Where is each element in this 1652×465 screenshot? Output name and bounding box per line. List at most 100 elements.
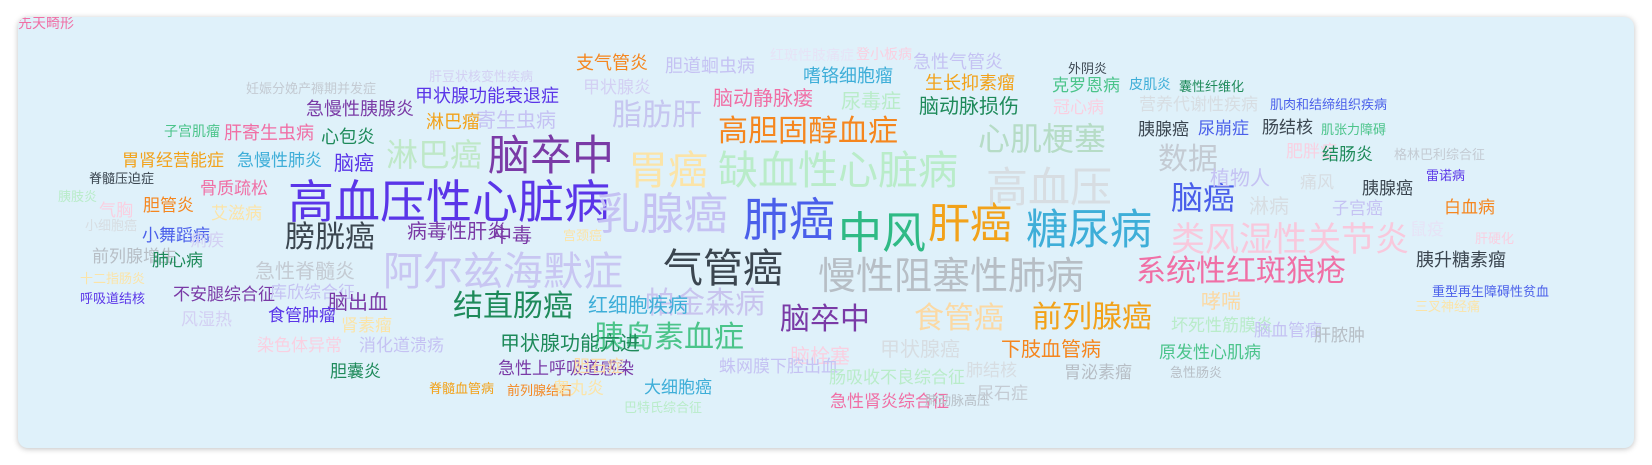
word-cloud-term: 脑动静脉瘘 [713, 86, 813, 110]
word-cloud-term: 类风湿性关节炎 [1171, 220, 1409, 260]
word-cloud-term: 脑动脉损伤 [919, 94, 1019, 118]
word-cloud-term: 胆石症 [573, 357, 624, 377]
word-cloud-term: 急慢性肺炎 [237, 151, 322, 171]
word-cloud-term: 骨质疏松 [200, 179, 268, 199]
word-cloud-term: 小舞蹈病 [142, 226, 210, 246]
word-cloud-term: 肌肉和结缔组织疾病 [1270, 98, 1388, 113]
word-cloud-term: 帕金森病 [645, 286, 765, 321]
word-cloud-term: 胰升糖素瘤 [1416, 250, 1506, 271]
word-cloud-term: 肺动脉高压 [925, 394, 991, 409]
word-cloud-term: 高血压 [986, 163, 1113, 212]
word-cloud-term: 甲状腺功能亢进 [500, 331, 640, 355]
word-cloud-term: 乳腺癌 [596, 189, 728, 240]
word-cloud-term: 营养代谢性疾病 [1139, 95, 1258, 115]
word-cloud-term: 原发性心肌病 [1159, 343, 1261, 363]
word-cloud-term: 系统性红斑狼疮 [1136, 254, 1346, 289]
word-cloud-term: 脑癌 [334, 151, 374, 175]
word-cloud-term: 脑癌 [1171, 179, 1236, 217]
word-cloud-term: 支气管炎 [576, 53, 648, 74]
word-cloud-term: 格林巴利综合征 [1394, 148, 1486, 163]
word-cloud-term: 妊娠分娩产褥期并发症 [246, 82, 377, 97]
word-cloud-term: 胃癌 [628, 148, 708, 194]
word-cloud-term: 高血压性心脏病 [288, 175, 610, 229]
word-cloud-term: 淋巴癌 [386, 136, 483, 174]
word-cloud-term: 数据 [1158, 142, 1218, 177]
word-cloud-term: 心肌梗塞 [978, 120, 1107, 158]
word-cloud-term: 三叉神经痛 [1415, 300, 1481, 315]
word-cloud-term: 风湿热 [181, 310, 232, 330]
word-cloud-term: 肝癌 [928, 199, 1013, 248]
word-cloud-term: 雷诺病 [1426, 169, 1466, 184]
word-cloud-term: 前列腺癌 [1032, 300, 1152, 335]
word-cloud-term: 甲状腺功能衰退症 [415, 86, 559, 107]
word-cloud-term: 肾素瘤 [341, 316, 392, 336]
word-cloud-panel: 高血压性心脏病 乳腺癌 肺癌 中风 肝癌 糖尿病 缺血性心脏病 高血压 脑卒中 胃癌 阿尔兹海默症气… [18, 17, 1634, 448]
word-cloud-term: 肝脓肿 [1314, 326, 1365, 346]
word-cloud-term: 急性肾炎综合征 [830, 392, 949, 412]
word-cloud-term: 甲状腺炎 [583, 78, 651, 98]
word-cloud-term: 寄生虫病 [476, 108, 556, 132]
word-cloud-term: 气胸 [99, 201, 133, 221]
word-cloud-term: 脑卒中 [488, 131, 615, 180]
word-cloud-term: 红细胞疾病 [588, 293, 688, 317]
word-cloud-term: 脑栓塞 [790, 344, 850, 368]
word-cloud-term: 糖尿病 [1026, 205, 1153, 254]
word-cloud-term: 胆道蛔虫病 [665, 56, 755, 77]
word-cloud-term: 胃肾经营能症 [122, 151, 224, 171]
word-cloud-term: 鼠疫 [1410, 220, 1444, 240]
word-cloud-term: 肥胖症 [1286, 142, 1337, 162]
word-cloud-term: 不安腿综合征 [173, 285, 275, 305]
word-cloud-term: 肠吸收不良综合征 [829, 368, 965, 388]
word-cloud-term: 巴特氏综合征 [624, 401, 703, 416]
word-cloud-term: 肝硬化 [1475, 232, 1515, 247]
word-cloud-term: 子宫肌瘤 [164, 124, 220, 140]
word-cloud-term: 前列腺结石 [507, 384, 573, 399]
word-cloud-term: 大细胞癌 [644, 378, 712, 398]
word-cloud-term: 急慢性胰腺炎 [306, 99, 414, 120]
word-cloud-term: 尿毒症 [841, 89, 901, 113]
word-cloud-term: 高胆固醇血症 [718, 114, 898, 149]
word-cloud-term: 气管癌 [663, 246, 783, 292]
word-cloud-term: 心包炎 [321, 127, 375, 148]
word-cloud-term: 中风 [838, 208, 926, 259]
word-cloud-term: 小细胞癌 [85, 219, 138, 234]
word-cloud-term: 痢疾 [190, 231, 224, 251]
word-cloud-term: 阿尔兹海默症 [383, 249, 623, 295]
word-cloud-term: 脑血管瘤 [1254, 321, 1322, 341]
word-cloud-term: 肠结核 [1262, 118, 1313, 138]
word-cloud-term: 子宫癌 [1332, 199, 1383, 219]
word-cloud-term: 淋巴瘤 [426, 112, 480, 133]
word-cloud-term: 急性肠炎 [1170, 366, 1223, 381]
word-cloud-term: 肝寄生虫病 [224, 123, 314, 144]
word-cloud-term: 膀胱癌 [285, 220, 375, 255]
word-cloud-term: 胆囊炎 [330, 362, 381, 382]
word-cloud-term: 生长抑素瘤 [925, 73, 1015, 94]
word-cloud-term: 肌张力障碍 [1321, 123, 1387, 138]
word-cloud-term: 植物人 [1210, 166, 1270, 190]
word-cloud-term: 囊性纤维化 [1179, 80, 1245, 95]
word-cloud-term: 尿崩症 [1198, 119, 1249, 139]
word-cloud-term: 胰腺癌 [1362, 179, 1413, 199]
word-cloud-term: 食管癌 [914, 301, 1004, 336]
word-cloud-term: 甲状腺癌 [880, 337, 960, 361]
word-cloud-term: 肝豆状核变性疾病 [429, 70, 534, 85]
word-cloud-term: 染色体异常 [257, 336, 342, 356]
word-cloud-term: 消化道溃疡 [359, 336, 444, 356]
word-cloud-term: 十二指肠炎 [80, 272, 146, 287]
word-cloud-term: 急性脊髓炎 [255, 259, 355, 283]
word-cloud-term: 肺结核 [966, 361, 1017, 381]
word-cloud-term: 克罗恩病 [1052, 76, 1120, 96]
word-cloud-term: 皮肌炎 [1129, 77, 1171, 93]
word-cloud-term: 胰腺癌 [1138, 120, 1189, 140]
word-cloud-term: 外阴炎 [1068, 62, 1108, 77]
word-cloud-term: 脊髓压迫症 [89, 172, 155, 187]
word-cloud-term: 脑出血 [328, 290, 388, 314]
word-cloud-term: 结肠炎 [1322, 145, 1373, 165]
word-cloud-term: 库欣综合征 [270, 283, 355, 303]
word-cloud-term: 蛛网膜下腔出血 [719, 357, 838, 377]
word-cloud-term: 肺心病 [152, 251, 203, 271]
word-cloud-term: 淋病 [1249, 194, 1289, 218]
word-cloud-term: 胰肢炎 [58, 190, 98, 205]
word-cloud-term: 慢性阻塞性肺病 [818, 254, 1085, 298]
word-cloud-term: 登小板病 [856, 47, 912, 63]
